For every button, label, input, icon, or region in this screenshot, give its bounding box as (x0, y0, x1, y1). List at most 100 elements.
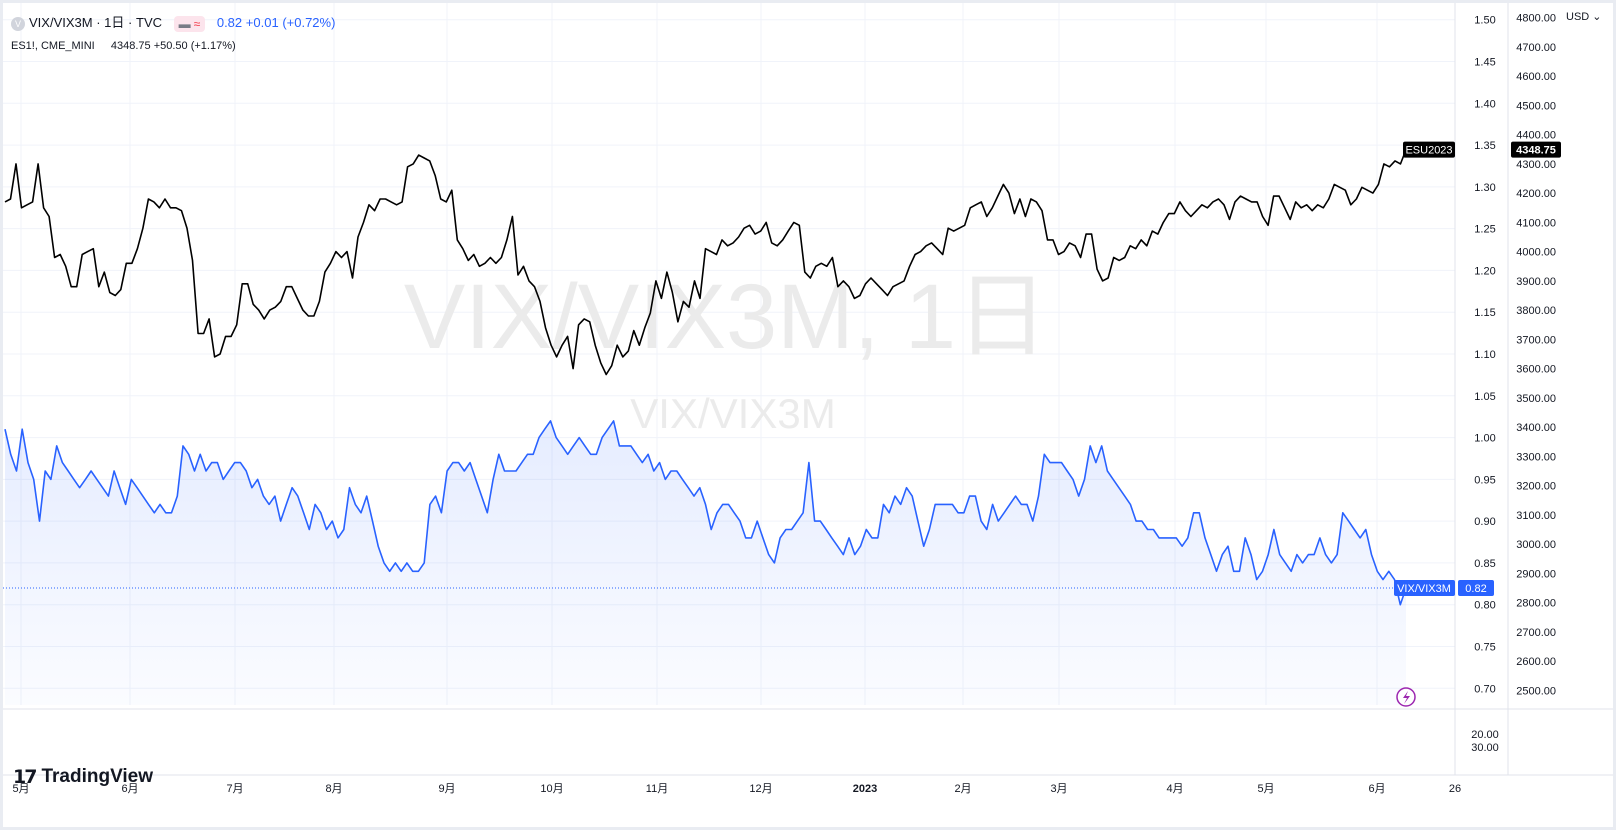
left-tick-label: 0.95 (1474, 474, 1495, 486)
x-tick-label: 2023 (853, 783, 877, 795)
left-tick-label: 0.85 (1474, 558, 1495, 570)
left-tick-label: 1.25 (1474, 224, 1495, 236)
chart-canvas[interactable]: VIX/VIX3M, 1日 VIX/VIX3M 1.50 1.45 1.40 1.35… (3, 3, 1613, 827)
x-tick-label: 11月 (646, 783, 668, 795)
left-tick-label: 0.80 (1474, 600, 1495, 612)
x-tick-label: 8月 (325, 783, 342, 795)
watermark-sub: VIX/VIX3M (630, 390, 835, 437)
series-name-tag (1394, 580, 1455, 596)
left-tick-label: 0.70 (1474, 683, 1495, 695)
left-tick-label: 1.15 (1474, 307, 1495, 319)
right-tick-label: 3200.00 (1516, 481, 1556, 493)
legend-compare[interactable]: ES1!, CME_MINI 4348.75 +50.50 (+1.17%) (11, 40, 236, 52)
left-tick-label: 0.90 (1474, 516, 1495, 528)
legend-main[interactable]: V VIX/VIX3M · 1日 · TVC ▬ ≈ 0.82 +0.01 (+0.… (11, 12, 335, 32)
compare-last: 4348.75 (110, 40, 151, 52)
left-tick-label: 0.75 (1474, 642, 1495, 654)
sell-buy-toggle[interactable]: ▬ ≈ (173, 15, 206, 32)
left-tick-label: 1.00 (1474, 433, 1495, 445)
right-tick-label: 2700.00 (1516, 627, 1556, 639)
right-tick-label: 4100.00 (1516, 217, 1556, 229)
right-tick-label: 3100.00 (1516, 510, 1556, 522)
right-tick-label: 4300.00 (1516, 159, 1556, 171)
tradingview-logo-text: TradingView (41, 766, 154, 787)
left-tick-label: 1.35 (1474, 140, 1495, 152)
right-tick-label: 3900.00 (1516, 276, 1556, 288)
price-marks: VIX/VIX3M 0.82 ESU2023 4348.75 (1394, 141, 1561, 596)
tradingview-logo-icon: 17 (13, 766, 37, 788)
vix-ratio-area (5, 420, 1406, 705)
series-layer (3, 149, 1455, 705)
x-tick-label: 5月 (1257, 783, 1274, 795)
vix-ratio-line (4, 420, 1407, 606)
left-tick-label: 1.20 (1474, 265, 1495, 277)
right-tick-label: 2800.00 (1516, 598, 1556, 610)
x-tick-label: 7月 (226, 783, 243, 795)
lower-pane-tick-label: 20.00 (1471, 729, 1499, 741)
es-futures-line (4, 149, 1407, 376)
chart-pane: VIX/VIX3M, 1日 VIX/VIX3M 1.50 1.45 1.40 1.35… (3, 3, 1613, 827)
last-value-tag (1511, 141, 1561, 158)
lightning-icon[interactable] (1396, 687, 1416, 707)
x-tick-label: 10月 (540, 783, 563, 795)
right-tick-label: 2600.00 (1516, 656, 1556, 668)
symbol-logo-icon: V (11, 16, 25, 31)
last-value-tag-label: 4348.75 (1516, 145, 1556, 157)
tradingview-logo[interactable]: 17 TradingView (13, 766, 153, 788)
change-value: +0.01 (245, 15, 279, 30)
series-name-tag-label: VIX/VIX3M (1397, 583, 1451, 595)
symbol-name[interactable]: VIX/VIX3M (29, 15, 93, 30)
left-tick-label: 1.05 (1474, 391, 1495, 403)
right-tick-label: 3000.00 (1516, 539, 1556, 551)
minus-icon: ▬ (178, 16, 191, 31)
series-name-tag-label: ESU2023 (1405, 145, 1452, 157)
separator: · (128, 15, 133, 30)
x-tick-label: 2月 (954, 783, 971, 795)
x-tick-label: 3月 (1050, 783, 1067, 795)
compare-change-percent: (+1.17%) (190, 40, 236, 52)
lower-pane-tick-label: 30.00 (1471, 742, 1499, 754)
left-tick-label: 1.40 (1474, 98, 1495, 110)
x-tick-label: 4月 (1166, 783, 1183, 795)
interval[interactable]: 1日 (104, 15, 125, 30)
left-tick-label: 1.50 (1474, 15, 1495, 27)
x-tick-label: 6月 (1368, 783, 1385, 795)
currency-menu[interactable]: USD ⌄ (1566, 11, 1602, 23)
right-tick-label: 4400.00 (1516, 130, 1556, 142)
right-tick-label: 4500.00 (1516, 100, 1556, 112)
x-tick-label: 12月 (749, 783, 772, 795)
right-tick-label: 4600.00 (1516, 71, 1556, 83)
right-tick-label: 3300.00 (1516, 451, 1556, 463)
x-tick-label: 6月 (121, 783, 138, 795)
left-tick-label: 1.45 (1474, 57, 1495, 69)
last-value: 0.82 (216, 15, 243, 30)
right-tick-label: 4700.00 (1516, 42, 1556, 54)
series-name-tag (1403, 141, 1455, 158)
right-tick-label: 4200.00 (1516, 188, 1556, 200)
left-tick-label: 1.10 (1474, 349, 1495, 361)
right-tick-label: 3700.00 (1516, 334, 1556, 346)
right-tick-label: 3500.00 (1516, 393, 1556, 405)
x-tick-label: 26 (1449, 783, 1461, 795)
right-tick-label: 2900.00 (1516, 568, 1556, 580)
approx-icon: ≈ (193, 16, 201, 31)
compare-change: +50.50 (153, 40, 188, 52)
change-percent: (+0.72%) (282, 15, 336, 30)
right-tick-label: 4000.00 (1516, 247, 1556, 259)
watermark-main: VIX/VIX3M, 1日 (404, 266, 1048, 368)
compare-symbol[interactable]: ES1!, CME_MINI (11, 40, 95, 52)
right-tick-label: 3800.00 (1516, 305, 1556, 317)
right-tick-label: 3600.00 (1516, 364, 1556, 376)
right-tick-label: 3400.00 (1516, 422, 1556, 434)
last-value-tag (1458, 580, 1494, 596)
last-value-tag-label: 0.82 (1465, 583, 1486, 595)
left-tick-label: 1.30 (1474, 182, 1495, 194)
right-tick-label: 4800.00 (1516, 13, 1556, 25)
axes-layer: 1.50 1.45 1.40 1.35 1.30 1.25 1.20 1.15 1.10 1.05… (3, 3, 1613, 795)
x-tick-label: 9月 (438, 783, 455, 795)
right-tick-label: 2500.00 (1516, 685, 1556, 697)
exchange: TVC (136, 15, 162, 30)
separator: · (96, 15, 101, 30)
x-tick-label: 5月 (12, 783, 29, 795)
